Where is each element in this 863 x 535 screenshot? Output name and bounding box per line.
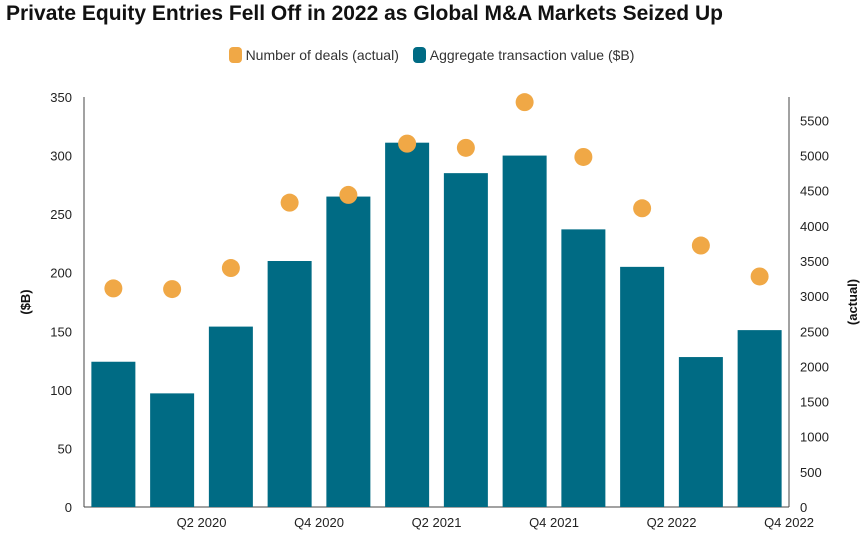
deal-count-point bbox=[163, 280, 182, 299]
deal-count-point bbox=[633, 199, 652, 218]
left-axis: 0 50 100 150 200 250 300 350 bbox=[50, 90, 85, 515]
legend-item-deals: Number of deals (actual) bbox=[228, 47, 399, 63]
right-tick-label: 2000 bbox=[800, 359, 829, 374]
x-tick-label: Q2 2021 bbox=[412, 515, 462, 530]
bar bbox=[620, 266, 665, 507]
left-tick-label: 50 bbox=[58, 441, 72, 456]
bar bbox=[91, 361, 136, 507]
bar bbox=[443, 173, 488, 507]
deal-count-point bbox=[280, 193, 299, 212]
left-tick-label: 250 bbox=[50, 207, 72, 222]
bar bbox=[267, 261, 312, 507]
left-tick-label: 100 bbox=[50, 383, 72, 398]
legend-label-deals: Number of deals (actual) bbox=[245, 47, 399, 63]
x-tick-label: Q2 2020 bbox=[177, 515, 227, 530]
right-tick-label: 1500 bbox=[800, 395, 829, 410]
right-axis-title: (actual) bbox=[845, 279, 860, 325]
left-tick-label: 300 bbox=[50, 149, 72, 164]
x-tick-label: Q4 2020 bbox=[294, 515, 344, 530]
right-tick-label: 3500 bbox=[800, 254, 829, 269]
deal-count-point bbox=[456, 138, 475, 157]
deal-count-point bbox=[339, 185, 358, 204]
right-tick-label: 3000 bbox=[800, 289, 829, 304]
legend-swatch-deals bbox=[228, 47, 242, 63]
legend-label-value: Aggregate transaction value ($B) bbox=[429, 47, 635, 63]
left-axis-title: ($B) bbox=[18, 289, 33, 314]
bar bbox=[326, 196, 371, 508]
right-tick-label: 0 bbox=[800, 500, 807, 515]
right-tick-label: 4500 bbox=[800, 184, 829, 199]
x-tick-label: Q2 2022 bbox=[647, 515, 697, 530]
x-tick-label: Q4 2021 bbox=[529, 515, 579, 530]
right-axis: 0 500 1000 1500 2000 2500 3000 3500 4000 4500 5000… bbox=[788, 97, 829, 515]
left-tick-label: 150 bbox=[50, 324, 72, 339]
right-tick-label: 5000 bbox=[800, 149, 829, 164]
x-tick-label: Q4 2022 bbox=[764, 515, 814, 530]
scatter-series bbox=[104, 93, 769, 299]
deal-count-point bbox=[691, 236, 710, 255]
deal-count-point bbox=[574, 147, 593, 166]
left-tick-label: 350 bbox=[50, 90, 72, 105]
bar bbox=[502, 155, 547, 508]
legend: Number of deals (actual) Aggregate trans… bbox=[0, 47, 863, 63]
deal-count-point bbox=[750, 267, 769, 286]
legend-item-value: Aggregate transaction value ($B) bbox=[412, 47, 635, 63]
deal-count-point bbox=[104, 279, 123, 298]
left-tick-label: 0 bbox=[65, 500, 72, 515]
deal-count-point bbox=[515, 93, 534, 112]
bar-series bbox=[91, 142, 782, 508]
right-tick-label: 500 bbox=[800, 465, 822, 480]
bar bbox=[737, 330, 782, 507]
x-axis: Q2 2020 Q4 2020 Q2 2021 Q4 2021 Q2 2022 Q4 20… bbox=[84, 506, 814, 530]
right-tick-label: 1000 bbox=[800, 430, 829, 445]
bar bbox=[561, 229, 606, 507]
right-tick-label: 4000 bbox=[800, 219, 829, 234]
bar bbox=[150, 393, 195, 507]
right-tick-label: 5500 bbox=[800, 113, 829, 128]
deal-count-point bbox=[398, 134, 417, 153]
bar bbox=[385, 142, 430, 507]
left-tick-label: 200 bbox=[50, 266, 72, 281]
legend-swatch-value bbox=[412, 47, 426, 63]
chart-title: Private Equity Entries Fell Off in 2022 … bbox=[6, 2, 723, 25]
right-tick-label: 2500 bbox=[800, 324, 829, 339]
deal-count-point bbox=[221, 259, 240, 278]
bar bbox=[208, 326, 253, 507]
bar bbox=[678, 357, 723, 507]
